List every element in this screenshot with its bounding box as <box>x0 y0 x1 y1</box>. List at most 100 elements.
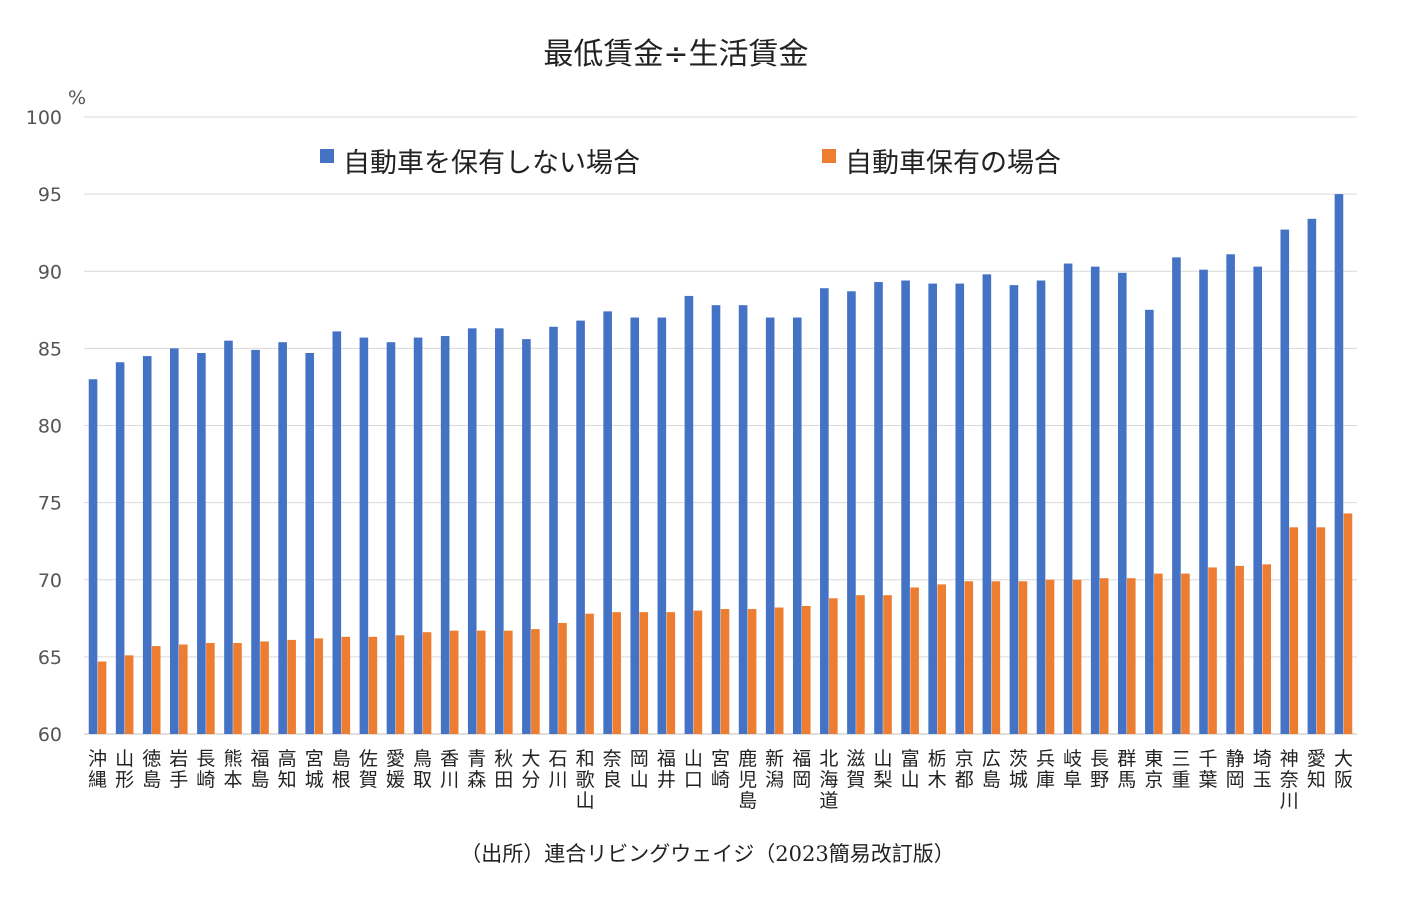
bar-with-car-12 <box>422 632 432 734</box>
x-category-label: 兵庫 <box>1036 748 1055 791</box>
y-tick-label: 60 <box>38 724 62 746</box>
bar-no-car-13 <box>440 336 450 734</box>
bar-no-car-10 <box>359 337 369 734</box>
bar-with-car-20 <box>639 612 649 734</box>
bar-with-car-32 <box>964 581 974 734</box>
legend-swatch-with-car <box>822 149 836 163</box>
bar-with-car-19 <box>612 612 621 734</box>
bar-no-car-3 <box>169 348 179 734</box>
bar-with-car-36 <box>1072 579 1082 734</box>
bar-no-car-32 <box>955 283 965 734</box>
bar-no-car-19 <box>603 311 612 734</box>
bar-with-car-42 <box>1235 565 1244 734</box>
y-unit-label: % <box>68 87 86 109</box>
chart-title: 最低賃金÷生活賃金 <box>543 37 808 72</box>
x-category-label: 福岡 <box>792 748 811 791</box>
bar-with-car-13 <box>449 630 459 734</box>
bar-no-car-45 <box>1307 218 1317 734</box>
y-tick-label: 75 <box>38 493 62 515</box>
x-category-label: 大分 <box>521 748 540 791</box>
x-category-label: 奈良 <box>603 748 622 791</box>
bar-no-car-6 <box>251 349 260 734</box>
bars <box>88 194 1353 735</box>
bar-with-car-6 <box>260 641 269 734</box>
bar-no-car-43 <box>1253 266 1263 734</box>
x-category-label: 東京 <box>1144 748 1163 791</box>
bar-with-car-33 <box>991 581 1001 734</box>
bar-with-car-7 <box>287 639 296 734</box>
bar-with-car-41 <box>1208 567 1217 734</box>
x-category-label: 長崎 <box>196 748 215 791</box>
x-category-label: 滋賀 <box>846 748 865 791</box>
bar-with-car-25 <box>774 607 784 734</box>
bar-with-car-30 <box>910 587 919 734</box>
x-category-label: 愛知 <box>1307 748 1326 791</box>
x-category-label: 山梨 <box>874 748 893 791</box>
x-category-label: 秋田 <box>494 748 513 791</box>
bar-with-car-5 <box>233 642 242 734</box>
bar-no-car-34 <box>1009 285 1019 734</box>
y-axis: 60 65 70 75 80 85 90 95 100 <box>26 107 62 746</box>
bar-with-car-44 <box>1289 527 1299 734</box>
bar-with-car-40 <box>1181 573 1190 734</box>
x-category-label: 神奈川 <box>1280 748 1299 812</box>
x-category-label: 島根 <box>332 748 351 791</box>
x-category-label: 大阪 <box>1334 748 1353 791</box>
bar-no-car-22 <box>684 295 694 734</box>
bar-with-car-28 <box>856 595 865 734</box>
bar-with-car-16 <box>531 629 540 734</box>
bar-no-car-7 <box>278 342 287 734</box>
bar-chart: 最低賃金÷生活賃金 60 65 70 75 80 85 90 95 100 % 沖縄山形徳島岩手… <box>26 37 1357 812</box>
x-category-label: 群馬 <box>1117 748 1136 791</box>
bar-with-car-26 <box>801 605 811 734</box>
bar-with-car-15 <box>504 630 513 734</box>
bar-no-car-30 <box>901 280 910 734</box>
x-category-label: 新潟 <box>765 748 784 791</box>
bar-with-car-1 <box>124 655 134 734</box>
bar-with-car-0 <box>97 661 107 734</box>
bar-with-car-21 <box>666 612 676 734</box>
x-category-label: 京都 <box>955 748 974 791</box>
bar-with-car-17 <box>558 622 567 734</box>
x-category-label: 広島 <box>982 748 1001 791</box>
bar-no-car-8 <box>305 353 315 734</box>
x-category-label: 香川 <box>440 748 459 791</box>
x-category-label: 北海道 <box>819 748 838 812</box>
x-category-label: 埼玉 <box>1253 748 1272 791</box>
bar-with-car-35 <box>1045 579 1055 734</box>
bar-with-car-8 <box>314 638 324 734</box>
x-category-label: 鳥取 <box>413 748 432 791</box>
bar-no-car-29 <box>874 282 883 734</box>
legend-swatch-no-car <box>320 149 334 163</box>
y-tick-label: 90 <box>38 261 62 283</box>
y-tick-label: 65 <box>38 647 62 669</box>
bar-no-car-12 <box>413 337 423 734</box>
x-axis-labels: 沖縄山形徳島岩手長崎熊本福島高知宮城島根佐賀愛媛鳥取香川青森秋田大分石川和歌山奈… <box>88 748 1353 812</box>
legend-label-no-car: 自動車を保有しない場合 <box>343 148 640 179</box>
bar-no-car-16 <box>522 339 531 734</box>
x-category-label: 和歌山 <box>576 748 595 812</box>
bar-with-car-14 <box>476 630 486 734</box>
x-category-label: 三重 <box>1171 748 1190 791</box>
bar-with-car-46 <box>1343 513 1353 734</box>
bar-with-car-27 <box>829 598 838 734</box>
bar-no-car-40 <box>1172 257 1181 734</box>
x-category-label: 山口 <box>684 748 703 791</box>
bar-with-car-45 <box>1316 527 1326 734</box>
source-note: （出所）連合リビングウェイジ（2023簡易改訂版） <box>460 842 955 866</box>
x-category-label: 茨城 <box>1009 748 1028 791</box>
legend-label-with-car: 自動車保有の場合 <box>845 148 1061 179</box>
bar-no-car-11 <box>386 342 396 734</box>
bar-with-car-2 <box>151 646 161 734</box>
x-category-label: 栃木 <box>928 748 947 791</box>
bar-with-car-22 <box>693 610 703 734</box>
bar-with-car-29 <box>883 595 892 734</box>
bar-no-car-23 <box>711 305 721 734</box>
bar-no-car-38 <box>1117 272 1127 734</box>
y-tick-label: 80 <box>38 416 62 438</box>
bar-no-car-4 <box>197 353 206 734</box>
x-category-label: 佐賀 <box>359 748 378 791</box>
bar-no-car-27 <box>820 288 829 734</box>
bar-no-car-28 <box>847 291 856 734</box>
x-category-label: 石川 <box>548 748 567 791</box>
